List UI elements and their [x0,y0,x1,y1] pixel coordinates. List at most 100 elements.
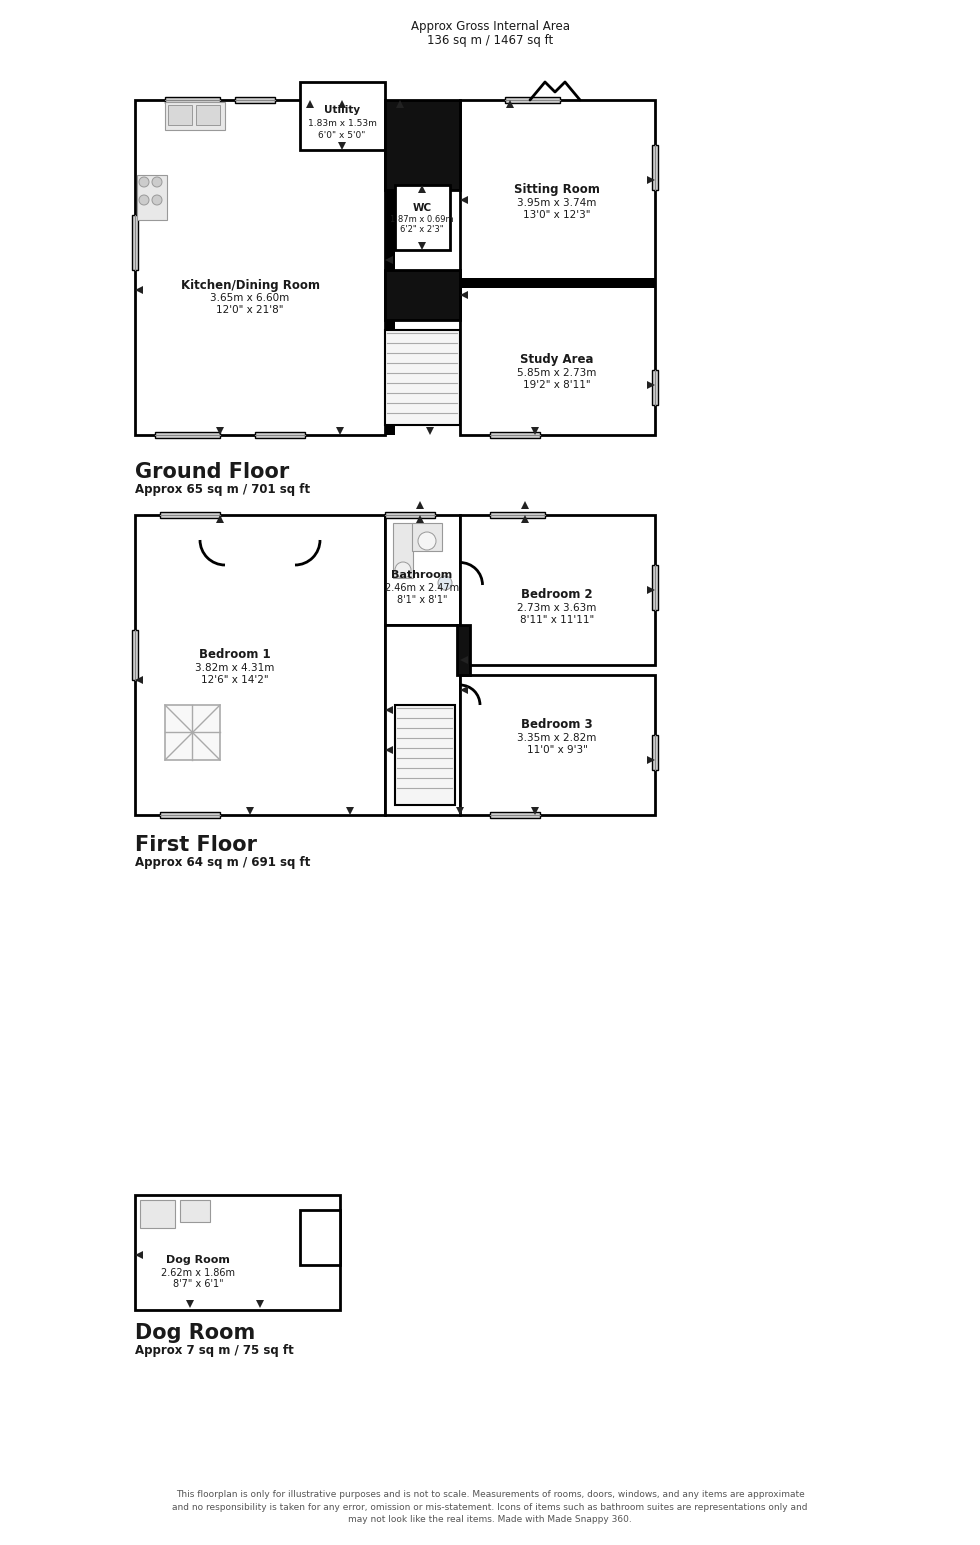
Circle shape [152,195,162,205]
Polygon shape [135,1251,143,1259]
Bar [385,511,435,518]
Bar [165,705,220,760]
Polygon shape [135,286,143,294]
Text: 2.73m x 3.63m: 2.73m x 3.63m [517,603,597,613]
Bar [180,1200,210,1222]
Bar [385,514,460,626]
Text: 19'2" x 8'11": 19'2" x 8'11" [523,380,591,389]
Text: 3.35m x 2.82m: 3.35m x 2.82m [517,732,597,743]
Text: Bedroom 3: Bedroom 3 [521,718,593,731]
Text: Sitting Room: Sitting Room [514,184,600,196]
Text: 8'7" x 6'1": 8'7" x 6'1" [172,1279,223,1289]
Text: 2.46m x 2.47m: 2.46m x 2.47m [385,582,459,593]
Polygon shape [460,686,468,694]
Text: 13'0" x 12'3": 13'0" x 12'3" [523,210,591,219]
Text: 3.65m x 6.60m: 3.65m x 6.60m [211,294,290,303]
Bar [300,1210,340,1265]
Circle shape [139,178,149,187]
Bar [160,813,220,817]
Polygon shape [426,426,434,436]
Text: First Floor: First Floor [135,834,257,854]
Text: 5.85m x 2.73m: 5.85m x 2.73m [517,368,597,379]
Polygon shape [336,426,344,436]
Text: Approx 65 sq m / 701 sq ft: Approx 65 sq m / 701 sq ft [135,484,310,496]
Text: Approx Gross Internal Area: Approx Gross Internal Area [411,20,569,32]
Polygon shape [135,677,143,684]
Bar [255,433,305,437]
Bar [652,369,658,405]
Text: 1.83m x 1.53m: 1.83m x 1.53m [308,119,376,128]
Polygon shape [460,290,468,300]
Text: 2.62m x 1.86m: 2.62m x 1.86m [161,1268,235,1278]
Text: Approx 7 sq m / 75 sq ft: Approx 7 sq m / 75 sq ft [135,1344,294,1357]
Bar [235,97,275,104]
Polygon shape [418,243,426,250]
Bar [460,278,655,287]
Bar [385,626,460,816]
Polygon shape [460,657,468,664]
Text: WC: WC [413,202,431,213]
Text: 8'1" x 8'1": 8'1" x 8'1" [397,595,447,606]
Polygon shape [506,100,514,108]
Text: Ground Floor: Ground Floor [135,462,289,482]
Bar [385,270,460,320]
Text: Dog Room: Dog Room [135,1323,255,1343]
Polygon shape [647,176,655,184]
Text: 1.87m x 0.69m: 1.87m x 0.69m [390,215,454,224]
Polygon shape [385,746,393,754]
Text: Dog Room: Dog Room [166,1255,230,1265]
Bar [395,705,455,805]
Text: Bedroom 2: Bedroom 2 [521,589,593,601]
Circle shape [395,562,411,578]
Text: Bathroom: Bathroom [391,570,453,579]
Bar [140,1200,175,1228]
Bar [160,511,220,518]
Text: This floorplan is only for illustrative purposes and is not to scale. Measuremen: This floorplan is only for illustrative … [172,1489,808,1523]
Bar [490,511,545,518]
Polygon shape [416,514,424,524]
Polygon shape [385,706,393,714]
Bar [196,105,220,125]
Bar [155,433,220,437]
Text: 8'11" x 11'11": 8'11" x 11'11" [519,615,594,626]
Text: 136 sq m / 1467 sq ft: 136 sq m / 1467 sq ft [427,34,553,46]
Bar [132,630,138,680]
Polygon shape [346,806,354,816]
Text: 11'0" x 9'3": 11'0" x 9'3" [526,745,587,756]
Polygon shape [418,185,426,193]
Polygon shape [338,142,346,150]
Bar [300,82,385,150]
Bar [132,215,138,270]
Bar [385,100,460,190]
Text: 12'6" x 14'2": 12'6" x 14'2" [201,675,269,684]
Text: 12'0" x 21'8": 12'0" x 21'8" [217,304,284,315]
Polygon shape [338,100,346,108]
Polygon shape [186,1299,194,1309]
Text: 3.82m x 4.31m: 3.82m x 4.31m [195,663,274,674]
Circle shape [152,178,162,187]
Bar [165,97,220,104]
Bar [135,100,385,436]
Circle shape [418,531,436,550]
Bar [652,565,658,610]
Bar [393,524,413,578]
Bar [168,105,192,125]
Polygon shape [647,756,655,763]
Bar [137,175,167,219]
Polygon shape [521,514,529,524]
Text: Bedroom 1: Bedroom 1 [199,649,270,661]
Bar [385,331,460,425]
Text: 6'0" x 5'0": 6'0" x 5'0" [318,130,366,139]
Polygon shape [531,426,539,436]
Polygon shape [256,1299,264,1309]
Polygon shape [216,514,224,524]
Polygon shape [416,501,424,508]
Polygon shape [647,586,655,593]
Bar [460,100,655,436]
Bar [460,514,655,664]
Text: 3.95m x 3.74m: 3.95m x 3.74m [517,198,597,209]
Polygon shape [246,806,254,816]
Polygon shape [531,806,539,816]
Circle shape [438,576,452,590]
Text: Approx 64 sq m / 691 sq ft: Approx 64 sq m / 691 sq ft [135,856,311,868]
